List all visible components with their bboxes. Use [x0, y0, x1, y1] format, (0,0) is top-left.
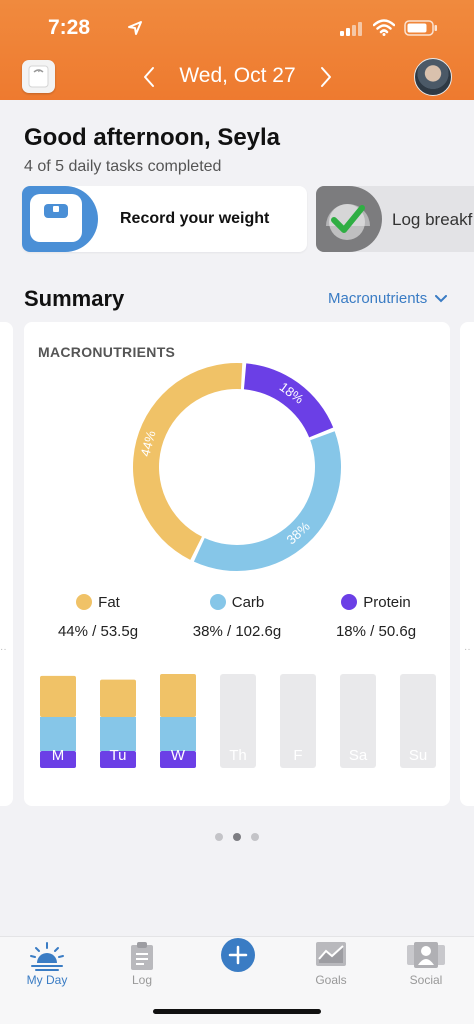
tab-my-day[interactable]: My Day	[7, 937, 87, 997]
clipboard-icon	[131, 942, 153, 970]
pagination-dots[interactable]	[0, 828, 474, 846]
legend-fat: Fat 44% / 53.5g	[28, 594, 168, 640]
task-card-record-weight[interactable]: Record your weight	[22, 186, 307, 252]
tab-social[interactable]: Social	[386, 937, 466, 997]
tab-goals[interactable]: Goals	[291, 937, 371, 997]
home-indicator	[153, 1009, 321, 1014]
scale-icon	[28, 65, 49, 88]
status-time: 7:28	[48, 16, 91, 39]
sunrise-icon	[30, 942, 64, 971]
page-dot[interactable]	[233, 833, 241, 841]
tab-label: My Day	[26, 973, 68, 987]
drag-handle-icon: ··	[464, 644, 471, 655]
previous-card-peek[interactable]	[0, 322, 13, 806]
header: 7:28 Wed,	[0, 0, 474, 100]
wifi-icon	[373, 19, 395, 36]
status-bar: 7:28	[0, 12, 474, 46]
scale-icon	[30, 194, 82, 242]
donut-slice-fat	[133, 363, 243, 560]
macronutrient-donut-chart: 18%38%44%	[133, 363, 341, 571]
checkmark-plate-icon	[326, 204, 370, 240]
card-title: MACRONUTRIENTS	[38, 344, 176, 360]
legend-name: Fat	[98, 594, 120, 611]
task-icon-block	[22, 186, 98, 252]
task-label: Record your weight	[120, 210, 270, 227]
legend-detail: 18% / 50.6g	[335, 623, 417, 640]
drag-handle-icon: ··	[0, 644, 7, 655]
tab-label: Goals	[315, 973, 347, 987]
tab-log[interactable]: Log	[102, 937, 182, 997]
fat-dot-icon	[76, 594, 93, 610]
date-navigator: Wed, Oct 27	[130, 58, 345, 96]
trend-chart-icon	[316, 942, 346, 966]
legend-name: Protein	[363, 594, 411, 611]
current-date[interactable]: Wed, Oct 27	[179, 64, 296, 87]
legend-detail: 38% / 102.6g	[192, 623, 282, 640]
location-arrow-icon	[128, 21, 142, 35]
tab-label: Social	[409, 973, 443, 987]
summary-dropdown-label: Macronutrients	[328, 290, 428, 307]
legend-protein: Protein 18% / 50.6g	[306, 594, 446, 640]
greeting-title: Good afternoon, Seyla	[24, 124, 281, 151]
page-dot[interactable]	[215, 833, 223, 841]
tasks-progress-text: 4 of 5 daily tasks completed	[24, 158, 222, 175]
chevron-down-icon	[435, 295, 448, 303]
add-entry-button[interactable]	[221, 938, 255, 972]
cellular-signal-icon	[340, 22, 362, 36]
plus-icon	[228, 945, 248, 965]
chevron-left-icon[interactable]	[142, 66, 156, 88]
battery-icon	[404, 20, 437, 36]
summary-dropdown[interactable]: Macronutrients	[328, 290, 448, 307]
people-icon	[407, 942, 445, 968]
donut-slice-label-fat: 44%	[137, 429, 158, 458]
macronutrients-card: MACRONUTRIENTS 18% 38% 44% Fat 44% / 53.5g…	[24, 322, 450, 806]
protein-dot-icon	[341, 594, 358, 610]
task-card-log-breakfast[interactable]: Log breakf	[316, 186, 474, 252]
legend-carb: Carb 38% / 102.6g	[167, 594, 307, 640]
task-label: Log breakf	[392, 210, 473, 229]
legend-name: Carb	[231, 594, 265, 611]
carb-dot-icon	[209, 594, 226, 610]
donut-slice-protein	[243, 363, 334, 438]
task-icon-block	[316, 186, 382, 252]
tab-label: Log	[131, 973, 153, 987]
donut-slice-carb	[193, 431, 341, 571]
scale-button[interactable]	[22, 60, 55, 93]
avatar[interactable]	[414, 58, 452, 96]
legend-detail: 44% / 53.5g	[57, 623, 139, 640]
page-dot[interactable]	[251, 833, 259, 841]
summary-title: Summary	[24, 286, 125, 311]
next-card-peek[interactable]	[460, 322, 474, 806]
chevron-right-icon[interactable]	[319, 66, 333, 88]
